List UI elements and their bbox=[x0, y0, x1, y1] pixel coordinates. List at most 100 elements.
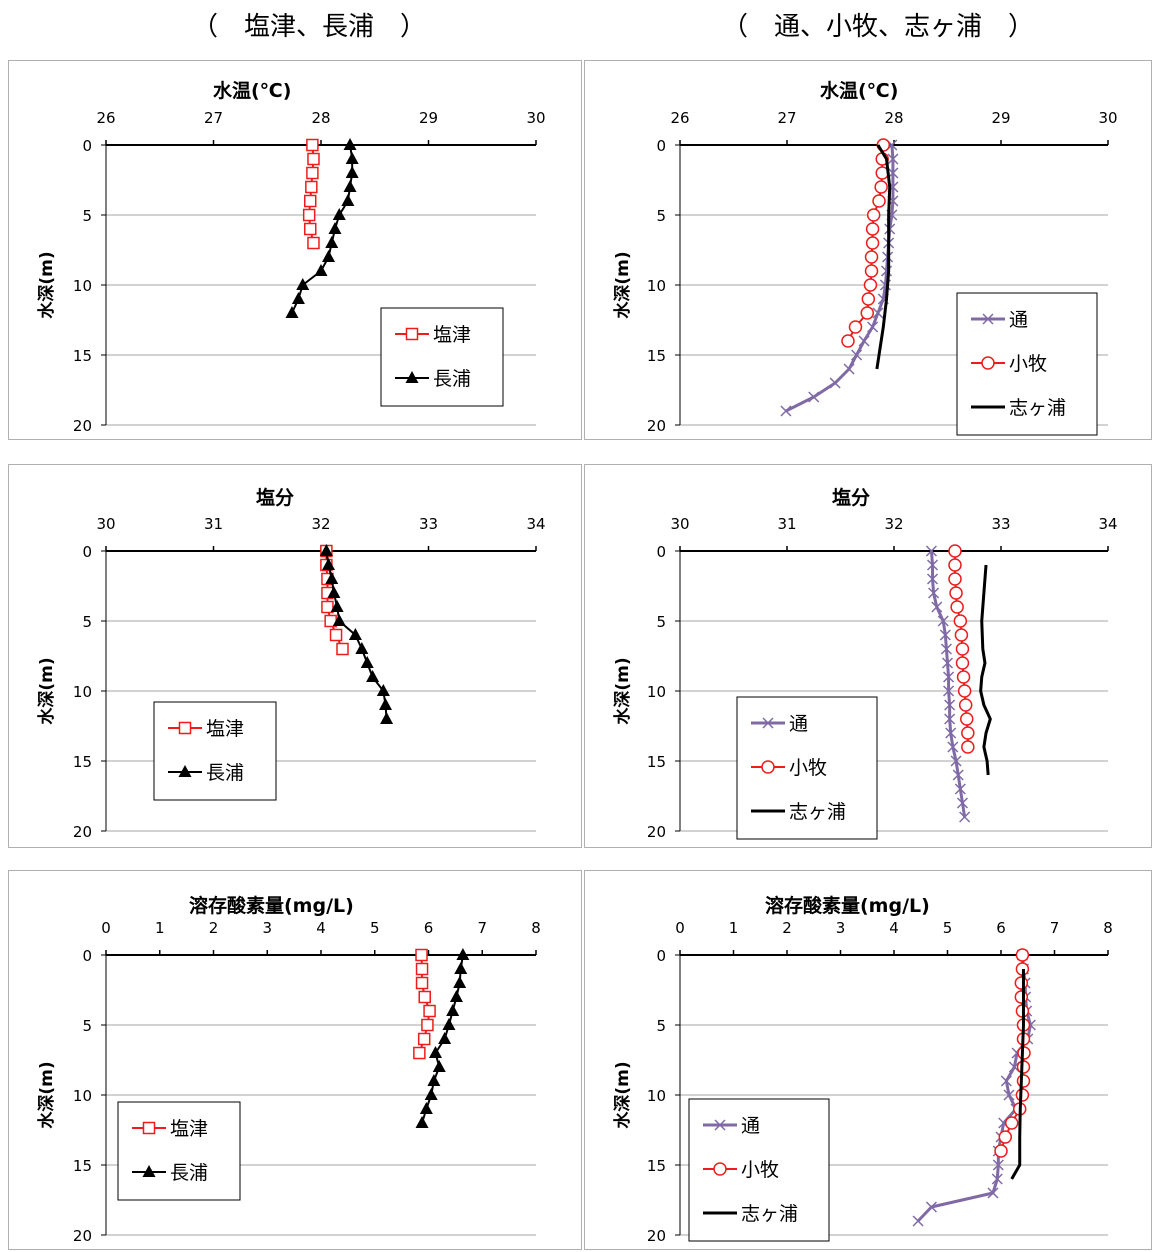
y-tick-label: 0 bbox=[82, 543, 92, 561]
data-point bbox=[327, 586, 341, 598]
x-tick-label: 0 bbox=[101, 919, 111, 937]
chart-frame bbox=[8, 464, 582, 848]
series-2 bbox=[994, 948, 1031, 1158]
x-tick-label: 7 bbox=[1050, 919, 1060, 937]
data-point bbox=[307, 152, 320, 166]
data-point bbox=[1015, 948, 1030, 962]
series-3 bbox=[979, 564, 992, 776]
data-point bbox=[307, 236, 320, 250]
data-point bbox=[341, 194, 355, 206]
data-point bbox=[944, 699, 956, 711]
data-point bbox=[960, 712, 974, 726]
data-point bbox=[861, 292, 876, 306]
legend-label: 長浦 bbox=[206, 762, 244, 784]
data-point bbox=[1003, 1089, 1015, 1101]
y-tick-label: 5 bbox=[656, 613, 666, 631]
data-point bbox=[305, 180, 318, 194]
legend-label: 長浦 bbox=[433, 368, 471, 390]
chart-title: 塩分 bbox=[832, 486, 870, 509]
legend-label: 通 bbox=[741, 1115, 760, 1137]
y-tick-label: 15 bbox=[647, 347, 666, 365]
data-point bbox=[860, 306, 874, 320]
chart-title: 水温(℃) bbox=[820, 80, 898, 102]
data-point bbox=[956, 670, 971, 684]
y-tick-label: 5 bbox=[82, 613, 92, 631]
series-2 bbox=[415, 948, 470, 1128]
data-point bbox=[302, 208, 316, 222]
y-tick-label: 10 bbox=[73, 277, 92, 295]
data-point bbox=[291, 292, 305, 304]
data-point bbox=[442, 1018, 456, 1030]
data-point bbox=[948, 544, 962, 558]
data-point bbox=[950, 600, 964, 614]
data-point bbox=[306, 138, 319, 152]
data-point bbox=[314, 264, 328, 276]
series-line bbox=[929, 550, 967, 818]
data-point bbox=[780, 405, 792, 417]
y-tick-label: 0 bbox=[656, 947, 666, 965]
data-point bbox=[947, 741, 959, 753]
y-axis-label: 水深(m) bbox=[36, 657, 57, 724]
data-point bbox=[848, 320, 863, 334]
series-line bbox=[979, 564, 992, 776]
data-point bbox=[1004, 1116, 1019, 1130]
data-point bbox=[417, 1032, 431, 1046]
y-axis-label: 水深(m) bbox=[612, 657, 633, 724]
data-point bbox=[332, 614, 346, 626]
y-axis-label: 水深(m) bbox=[36, 1061, 57, 1128]
data-point bbox=[998, 1130, 1013, 1144]
data-point bbox=[958, 698, 973, 712]
legend-marker bbox=[405, 327, 419, 341]
x-tick-label: 1 bbox=[729, 919, 739, 937]
data-point bbox=[415, 948, 428, 962]
data-point bbox=[912, 1215, 924, 1227]
x-tick-label: 7 bbox=[477, 919, 487, 937]
y-tick-label: 10 bbox=[647, 1087, 666, 1105]
data-point bbox=[925, 1201, 937, 1213]
x-tick-label: 26 bbox=[96, 109, 115, 127]
data-point bbox=[872, 194, 886, 208]
y-tick-label: 10 bbox=[73, 683, 92, 701]
data-point bbox=[948, 572, 962, 586]
legend-label: 塩津 bbox=[433, 324, 471, 346]
data-point bbox=[449, 990, 463, 1002]
data-point bbox=[421, 1018, 434, 1032]
data-point bbox=[943, 685, 955, 697]
data-point bbox=[931, 601, 943, 613]
data-point bbox=[874, 180, 888, 194]
data-point bbox=[304, 222, 317, 236]
x-tick-label: 26 bbox=[670, 109, 689, 127]
y-tick-label: 0 bbox=[82, 947, 92, 965]
data-point bbox=[366, 670, 380, 682]
y-tick-label: 5 bbox=[82, 207, 92, 225]
x-tick-label: 8 bbox=[531, 919, 541, 937]
x-tick-label: 32 bbox=[884, 515, 903, 533]
y-tick-label: 15 bbox=[73, 1157, 92, 1175]
data-point bbox=[851, 349, 863, 361]
data-point bbox=[345, 166, 359, 178]
data-point bbox=[415, 962, 429, 976]
data-point bbox=[865, 222, 880, 236]
data-point bbox=[925, 545, 937, 557]
data-point bbox=[343, 180, 357, 192]
data-point bbox=[456, 948, 470, 960]
data-point bbox=[379, 698, 392, 710]
data-point bbox=[872, 307, 884, 319]
data-point bbox=[954, 628, 969, 642]
data-point bbox=[438, 1032, 452, 1044]
x-tick-label: 4 bbox=[889, 919, 899, 937]
data-point bbox=[446, 1004, 460, 1016]
series-1 bbox=[302, 138, 320, 250]
x-tick-label: 6 bbox=[424, 919, 434, 937]
data-point bbox=[1000, 1075, 1012, 1087]
legend-marker bbox=[762, 717, 774, 729]
chart-title: 水温(℃) bbox=[213, 80, 291, 102]
data-point bbox=[887, 153, 899, 165]
data-point bbox=[992, 1159, 1004, 1171]
data-point bbox=[957, 684, 972, 698]
data-point bbox=[424, 1088, 438, 1100]
x-tick-label: 30 bbox=[1098, 109, 1117, 127]
